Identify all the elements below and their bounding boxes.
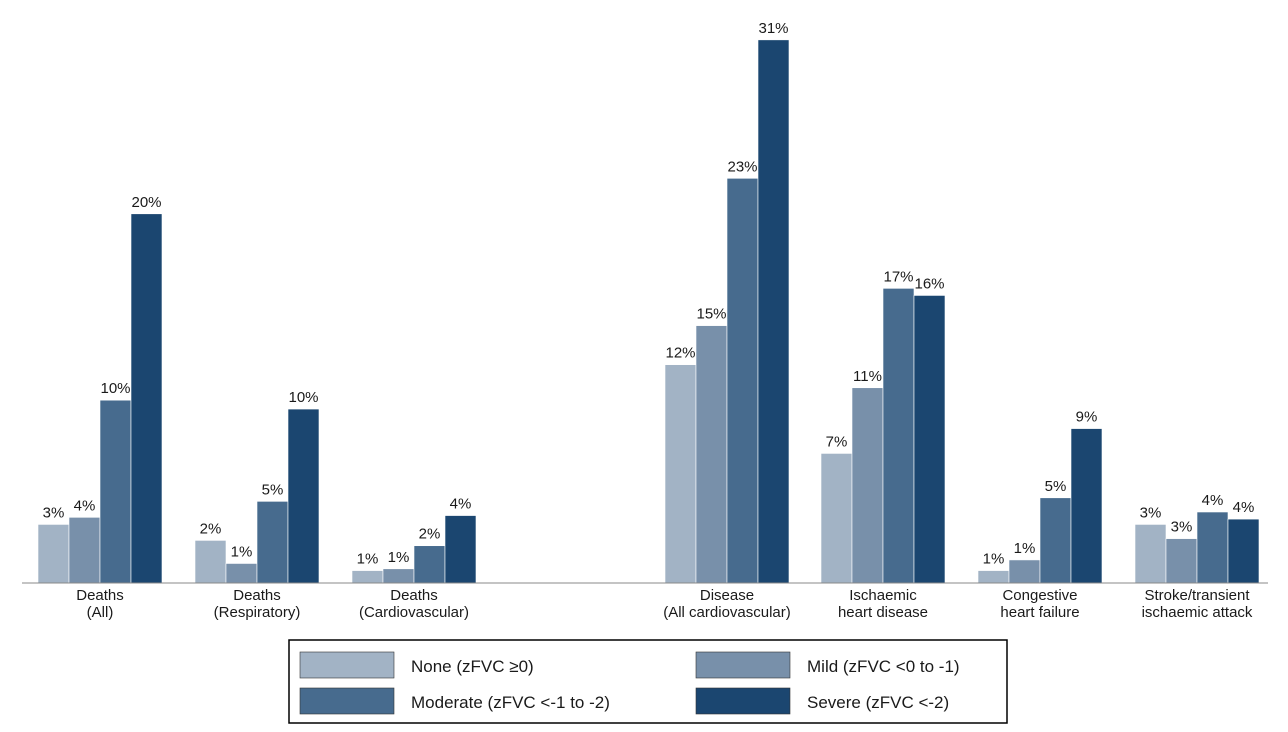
data-label: 3% [43, 504, 65, 521]
data-label: 31% [758, 20, 788, 37]
data-label: 2% [200, 520, 222, 537]
category-label: (Cardiovascular) [359, 604, 469, 621]
bar [225, 563, 258, 584]
data-label: 1% [388, 549, 410, 566]
legend-label: Moderate (zFVC <-1 to -2) [411, 693, 610, 712]
data-label: 4% [1233, 499, 1255, 516]
bar [99, 399, 132, 584]
bar [726, 178, 759, 584]
bar [1165, 538, 1198, 584]
data-label: 20% [131, 194, 161, 211]
category-label: (All) [87, 604, 114, 621]
data-label: 3% [1171, 519, 1193, 536]
data-label: 5% [262, 481, 284, 498]
bar [1070, 428, 1103, 584]
bar [351, 570, 384, 584]
legend: None (zFVC ≥0) Mild (zFVC <0 to -1) Modera… [288, 639, 1008, 724]
data-label: 1% [357, 551, 379, 568]
category-label: Congestive [1002, 587, 1077, 604]
data-label: 3% [1140, 504, 1162, 521]
data-label: 9% [1076, 409, 1098, 426]
data-label: 1% [1014, 540, 1036, 557]
data-label: 10% [288, 389, 318, 406]
bar [1134, 524, 1167, 584]
data-label: 10% [100, 380, 130, 397]
category-label: (Respiratory) [214, 604, 301, 621]
bar [382, 568, 415, 584]
legend-frame [288, 639, 1008, 724]
category-label: Deaths [76, 587, 124, 604]
legend-swatch [299, 651, 395, 679]
bar [37, 524, 70, 584]
category-label: Deaths [390, 587, 438, 604]
bar [1227, 518, 1260, 584]
bar [1008, 559, 1041, 584]
bar [977, 570, 1010, 584]
category-label: ischaemic attack [1142, 604, 1253, 621]
bar [820, 453, 853, 584]
legend-swatch [695, 651, 791, 679]
bar [256, 501, 289, 584]
bar [913, 295, 946, 584]
category-label: Stroke/transient [1144, 587, 1250, 604]
bar [130, 213, 163, 584]
bar [413, 545, 446, 584]
bar [68, 517, 101, 584]
data-label: 4% [1202, 492, 1224, 509]
bar [664, 364, 697, 584]
bar [287, 408, 320, 584]
category-label: heart failure [1000, 604, 1079, 621]
data-label: 11% [853, 368, 882, 385]
bar [851, 387, 884, 584]
data-label: 17% [883, 268, 913, 285]
data-label: 16% [914, 275, 944, 292]
data-label: 15% [696, 306, 726, 323]
bar-area [37, 39, 1260, 584]
data-label: 1% [983, 551, 1005, 568]
data-label: 4% [450, 496, 472, 513]
category-labels: Deaths(All)Deaths(Respiratory)Deaths(Car… [76, 587, 1253, 621]
category-label: Ischaemic [849, 587, 917, 604]
data-label: 23% [727, 158, 757, 175]
legend-label: Severe (zFVC <-2) [807, 693, 949, 712]
legend-label: None (zFVC ≥0) [411, 657, 534, 676]
legend-swatch [299, 687, 395, 715]
data-label: 1% [231, 543, 253, 560]
value-labels: 3% 4% 10% 20% 2% 1% 5% 10% 1% 1% 2% 4% 12% 15% 23% 31% 7… [43, 20, 1255, 568]
category-label: Deaths [233, 587, 281, 604]
bar [1039, 497, 1072, 584]
data-label: 7% [826, 433, 848, 450]
data-label: 12% [665, 345, 695, 362]
bar [695, 325, 728, 584]
bar [1196, 511, 1229, 584]
category-label: (All cardiovascular) [663, 604, 791, 621]
data-label: 5% [1045, 478, 1067, 495]
data-label: 4% [74, 497, 96, 514]
legend-swatch [695, 687, 791, 715]
category-label: heart disease [838, 604, 928, 621]
bar [757, 39, 790, 584]
bar [194, 540, 227, 584]
bar [882, 288, 915, 584]
data-label: 2% [419, 526, 441, 543]
bar [444, 515, 477, 584]
legend-label: Mild (zFVC <0 to -1) [807, 657, 960, 676]
category-label: Disease [700, 587, 754, 604]
